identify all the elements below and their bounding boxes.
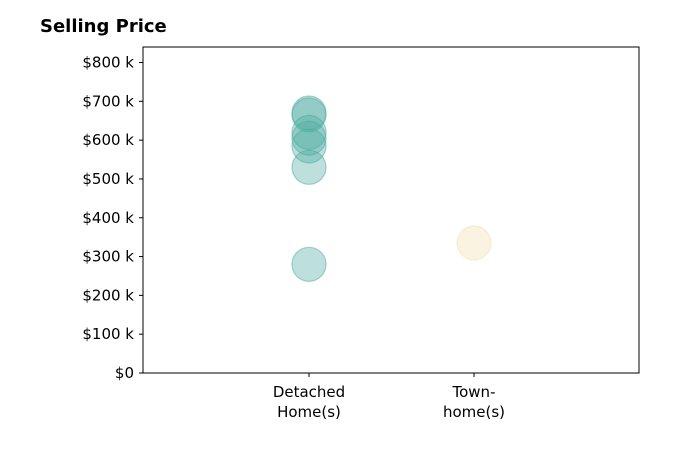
- data-point: [291, 246, 327, 282]
- y-axis: $0 $100 k $200 k $300 k $400 k $500 k $600 k $7…: [82, 54, 143, 382]
- x-tick-label: Town-home(s): [443, 383, 505, 421]
- y-tick-label: $600 k: [82, 131, 134, 149]
- y-tick-label: $200 k: [82, 286, 134, 304]
- y-tick-label: $300 k: [82, 248, 134, 266]
- x-tick-label: Detached Home(s): [273, 383, 345, 421]
- x-axis: Detached Home(s) Town-home(s): [273, 373, 505, 421]
- data-point: [291, 128, 327, 164]
- data-point: [291, 95, 327, 131]
- y-tick-label: $400 k: [82, 209, 134, 227]
- data-point: [291, 149, 327, 185]
- data-point: [456, 225, 492, 261]
- y-tick-label: $800 k: [82, 54, 134, 72]
- y-tick-label: $0: [115, 364, 134, 382]
- chart-title: Selling Price: [40, 16, 167, 37]
- y-tick-label: $500 k: [82, 170, 134, 188]
- data-points: [291, 95, 492, 282]
- plot-frame: [142, 46, 640, 374]
- y-tick-label: $700 k: [82, 92, 134, 110]
- y-tick-label: $100 k: [82, 325, 134, 343]
